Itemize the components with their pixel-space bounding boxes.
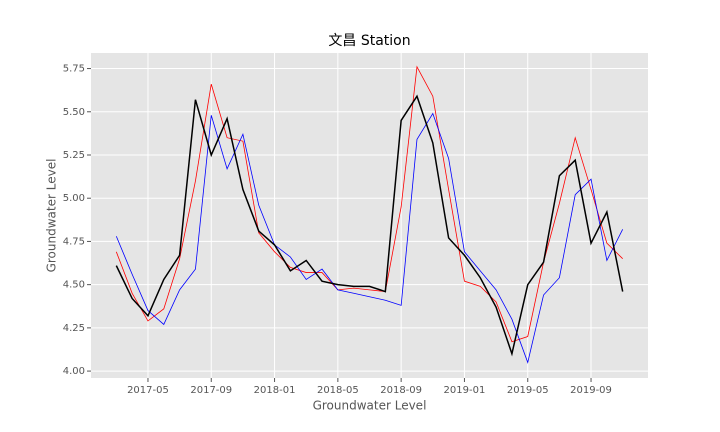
plot-area [91, 53, 648, 378]
x-tick-label: 2018-05 [317, 385, 359, 396]
y-tick-label: 4.50 [63, 280, 85, 291]
x-tick-label: 2019-01 [444, 385, 486, 396]
y-tick-label: 4.00 [63, 366, 85, 377]
x-tick-label: 2018-01 [254, 385, 296, 396]
x-tick-label: 2018-09 [380, 385, 422, 396]
x-tick-label: 2017-09 [190, 385, 232, 396]
x-tick-label: 2019-09 [570, 385, 612, 396]
chart-title: 文昌 Station [328, 33, 410, 49]
y-tick-label: 4.75 [63, 236, 85, 247]
y-tick-label: 5.75 [63, 64, 85, 75]
x-tick-label: 2019-05 [507, 385, 549, 396]
line-series [115, 112, 624, 364]
y-tick-label: 5.00 [63, 193, 85, 204]
x-tick-label: 2017-05 [127, 385, 169, 396]
y-axis-label: Groundwater Level [45, 159, 59, 273]
x-axis-label: Groundwater Level [313, 399, 427, 413]
y-tick-label: 5.50 [63, 107, 85, 118]
line-series [115, 65, 623, 343]
y-tick-label: 5.25 [63, 150, 85, 161]
y-tick-label: 4.25 [63, 323, 85, 334]
line-series [115, 94, 624, 357]
